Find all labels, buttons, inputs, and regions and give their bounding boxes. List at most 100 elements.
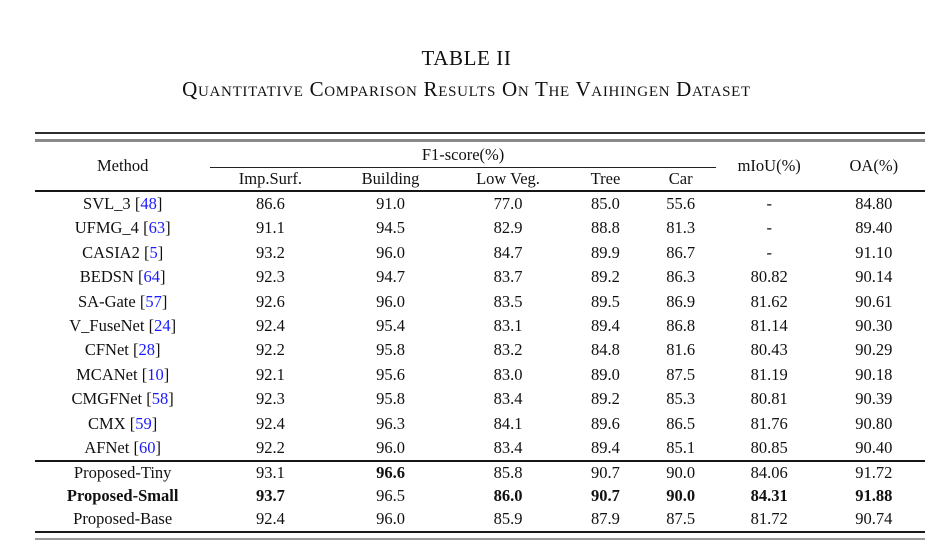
value-cell: 89.6 — [591, 413, 620, 433]
table-row: CFNet [28] 92.2 95.8 83.2 84.8 81.6 80.43 90.29 — [35, 338, 925, 362]
col-subheader-car: Car — [668, 169, 693, 188]
results-table-container: Method F1-score(%) mIoU(%) OA(%) Imp.Sur… — [35, 132, 925, 540]
value-cell: 84.06 — [750, 463, 788, 483]
header-row-1: Method F1-score(%) mIoU(%) OA(%) — [35, 142, 925, 175]
value-cell: 95.8 — [376, 340, 405, 360]
value-cell: 91.10 — [855, 242, 893, 262]
value-cell: 90.39 — [855, 389, 893, 409]
value-cell: - — [766, 242, 772, 262]
citation-link[interactable]: 60 — [138, 438, 156, 458]
value-cell: 90.80 — [855, 413, 893, 433]
citation-link[interactable]: 63 — [148, 218, 166, 238]
value-cell: 80.43 — [750, 340, 788, 360]
value-cell: 83.4 — [493, 389, 523, 409]
value-cell: 81.6 — [666, 340, 696, 360]
value-cell: 92.2 — [255, 340, 285, 360]
table-row: MCANet [10] 92.1 95.6 83.0 89.0 87.5 81.19 90.1… — [35, 363, 925, 387]
value-cell: 89.5 — [591, 291, 620, 311]
value-cell: 92.2 — [255, 438, 285, 458]
value-cell: 89.40 — [855, 218, 893, 238]
table-row: CMX [59] 92.4 96.3 84.1 89.6 86.5 81.76 90.80 — [35, 412, 925, 436]
value-cell: 90.0 — [666, 463, 696, 483]
value-cell: 85.3 — [666, 389, 696, 409]
value-cell: 55.6 — [666, 194, 696, 213]
col-subheader-low-veg: Low Veg. — [476, 169, 540, 188]
citation-link[interactable]: 24 — [154, 316, 171, 336]
table-row: Proposed-Small 93.7 96.5 86.0 90.7 90.0 84.31 9… — [35, 485, 925, 508]
value-cell: 93.1 — [255, 463, 285, 483]
citation-link[interactable]: 10 — [147, 364, 164, 384]
value-cell: 84.7 — [493, 242, 523, 262]
value-cell: 83.4 — [493, 438, 523, 458]
baseline-rows-group: SVL_3 [48] 86.6 91.0 77.0 85.0 55.6 - 84.80 UFMG… — [35, 191, 925, 461]
value-cell: 89.9 — [591, 242, 620, 262]
value-cell: 80.81 — [750, 389, 788, 409]
table-row: Proposed-Base 92.4 96.0 85.9 87.9 87.5 81.72 90… — [35, 508, 925, 532]
proposed-rows-group: Proposed-Tiny 93.1 96.6 85.8 90.7 90.0 84.06 91… — [35, 461, 925, 531]
method-cell: V_FuseNet [24] — [69, 316, 177, 336]
col-header-oa: OA(%) — [849, 156, 899, 175]
value-cell: 96.5 — [376, 486, 405, 506]
value-cell: 90.14 — [855, 267, 893, 287]
table-title: Quantitative Comparison Results On The V… — [182, 77, 751, 101]
value-cell: 86.9 — [666, 291, 696, 311]
value-cell: 84.31 — [750, 486, 788, 506]
method-cell: CMX [59] — [88, 413, 158, 433]
method-cell: Proposed-Small — [66, 486, 179, 506]
col-header-method: Method — [96, 156, 149, 175]
value-cell: 92.1 — [255, 364, 285, 384]
value-cell: 80.85 — [750, 438, 788, 458]
value-cell: 95.4 — [376, 316, 405, 336]
value-cell: 92.4 — [255, 509, 285, 529]
citation-link[interactable]: 28 — [138, 340, 155, 360]
method-cell: CFNet [28] — [84, 340, 161, 360]
citation-link[interactable]: 48 — [140, 194, 157, 213]
method-cell: Proposed-Tiny — [73, 463, 172, 483]
table-header: Method F1-score(%) mIoU(%) OA(%) Imp.Sur… — [35, 142, 925, 191]
value-cell: 96.0 — [376, 242, 405, 262]
citation-link[interactable]: 64 — [143, 267, 161, 287]
value-cell: 91.1 — [255, 218, 285, 238]
method-cell: CASIA2 [5] — [82, 242, 164, 262]
value-cell: 92.6 — [255, 291, 285, 311]
value-cell: 92.3 — [255, 389, 285, 409]
col-group-header-f1score: F1-score(%) — [210, 142, 716, 168]
value-cell: 87.5 — [666, 364, 696, 384]
table-number: TABLE II — [421, 46, 512, 70]
value-cell: 94.5 — [376, 218, 405, 238]
value-cell: 90.40 — [855, 438, 893, 458]
value-cell: 88.8 — [591, 218, 620, 238]
col-subheader-imp-surf: Imp.Surf. — [238, 169, 303, 188]
value-cell: 89.2 — [591, 389, 620, 409]
value-cell: 81.72 — [750, 509, 788, 529]
value-cell: 90.18 — [855, 364, 893, 384]
value-cell: 90.30 — [855, 316, 893, 336]
value-cell: 92.3 — [255, 267, 285, 287]
value-cell: 96.0 — [376, 509, 405, 529]
citation-link[interactable]: 57 — [145, 291, 162, 311]
value-cell: 92.4 — [255, 316, 285, 336]
table-row: Proposed-Tiny 93.1 96.6 85.8 90.7 90.0 84.06 91… — [35, 461, 925, 485]
value-cell: 83.7 — [493, 267, 523, 287]
value-cell: 81.76 — [750, 413, 788, 433]
value-cell: 86.6 — [255, 194, 285, 213]
value-cell: 84.80 — [855, 194, 893, 213]
value-cell: 90.7 — [591, 463, 620, 483]
method-cell: Proposed-Base — [73, 509, 173, 529]
citation-link[interactable]: 5 — [149, 242, 158, 262]
citation-link[interactable]: 59 — [135, 413, 152, 433]
method-cell: UFMG_4 [63] — [74, 218, 171, 238]
table-row: V_FuseNet [24] 92.4 95.4 83.1 89.4 86.8 81.14 9… — [35, 314, 925, 338]
value-cell: 89.2 — [591, 267, 620, 287]
value-cell: - — [766, 218, 772, 238]
value-cell: 89.4 — [591, 316, 620, 336]
method-cell: SA-Gate [57] — [77, 291, 168, 311]
value-cell: 84.1 — [493, 413, 523, 433]
citation-link[interactable]: 58 — [151, 389, 169, 409]
value-cell: 93.7 — [255, 486, 285, 506]
value-cell: 90.0 — [666, 486, 696, 506]
value-cell: 91.0 — [376, 194, 405, 213]
col-subheader-building: Building — [361, 169, 420, 188]
value-cell: 86.5 — [666, 413, 696, 433]
value-cell: 77.0 — [493, 194, 523, 213]
